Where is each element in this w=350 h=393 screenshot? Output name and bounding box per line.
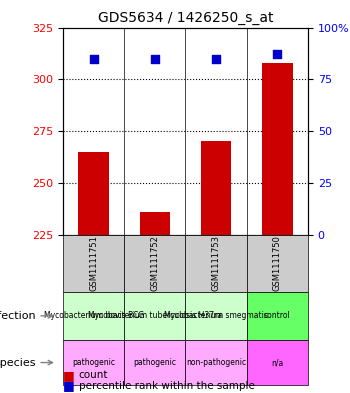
Text: Mycobacterium tuberculosis H37ra: Mycobacterium tuberculosis H37ra: [88, 311, 222, 320]
Point: [274, 51, 280, 57]
Bar: [262, 63, 293, 235]
Text: GSM1111753: GSM1111753: [212, 235, 220, 291]
Title: GDS5634 / 1426250_s_at: GDS5634 / 1426250_s_at: [98, 11, 273, 25]
FancyBboxPatch shape: [124, 292, 186, 340]
Text: control: control: [264, 311, 291, 320]
FancyBboxPatch shape: [63, 340, 124, 385]
Text: ■: ■: [63, 379, 75, 393]
Text: GSM1111750: GSM1111750: [273, 235, 282, 291]
Text: n/a: n/a: [271, 358, 284, 367]
FancyBboxPatch shape: [247, 235, 308, 292]
Text: percentile rank within the sample: percentile rank within the sample: [79, 381, 255, 391]
Text: pathogenic: pathogenic: [133, 358, 176, 367]
Text: infection: infection: [0, 311, 52, 321]
FancyBboxPatch shape: [63, 292, 124, 340]
Text: ■: ■: [63, 369, 75, 382]
Bar: [140, 212, 170, 235]
Bar: [201, 141, 231, 235]
Bar: [78, 152, 109, 235]
FancyBboxPatch shape: [247, 292, 308, 340]
FancyBboxPatch shape: [124, 235, 186, 292]
Text: pathogenic: pathogenic: [72, 358, 115, 367]
Text: count: count: [79, 370, 108, 380]
Point: [91, 55, 97, 62]
Text: species: species: [0, 358, 52, 367]
FancyBboxPatch shape: [186, 235, 247, 292]
Text: Mycobacterium bovis BCG: Mycobacterium bovis BCG: [43, 311, 144, 320]
Text: Mycobacterium smegmatis: Mycobacterium smegmatis: [164, 311, 268, 320]
FancyBboxPatch shape: [247, 340, 308, 385]
FancyBboxPatch shape: [63, 235, 124, 292]
Point: [152, 55, 158, 62]
FancyBboxPatch shape: [124, 340, 186, 385]
Text: GSM1111751: GSM1111751: [89, 235, 98, 291]
FancyBboxPatch shape: [186, 292, 247, 340]
Text: non-pathogenic: non-pathogenic: [186, 358, 246, 367]
FancyBboxPatch shape: [186, 340, 247, 385]
Text: GSM1111752: GSM1111752: [150, 235, 159, 291]
Point: [213, 55, 219, 62]
